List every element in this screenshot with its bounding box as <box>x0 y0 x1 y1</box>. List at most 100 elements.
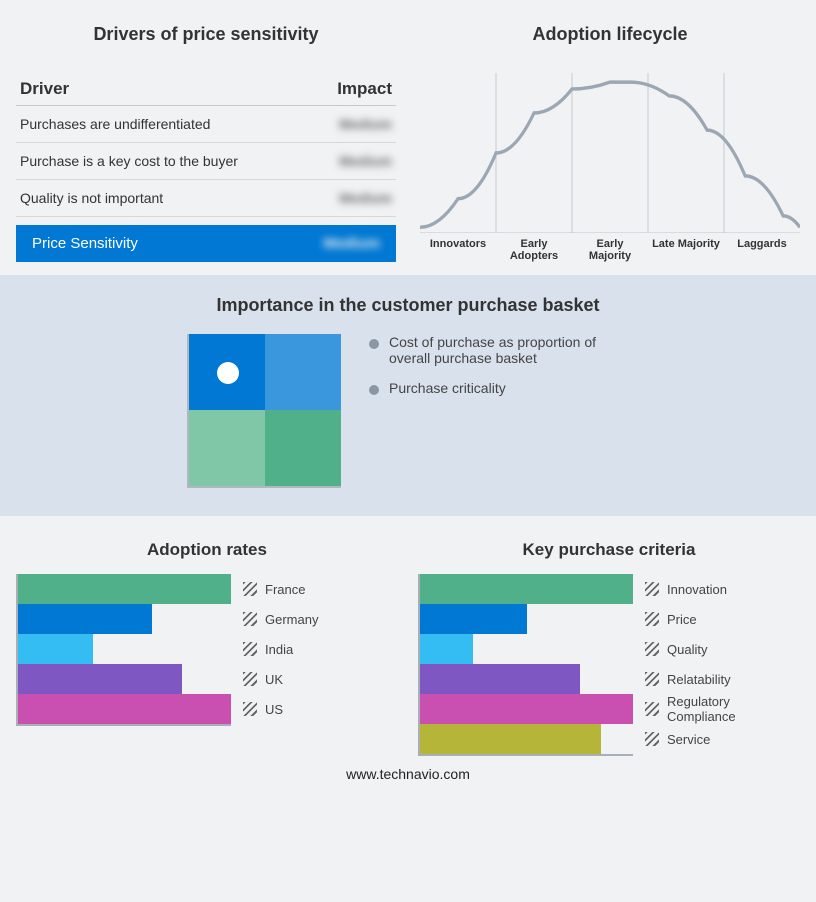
bar-legend-item: Innovation <box>645 574 800 604</box>
bar <box>420 664 580 694</box>
bullet-icon <box>369 385 379 395</box>
drivers-table: Driver Impact Purchases are undifferenti… <box>16 73 396 262</box>
lifecycle-stage-label: Early Majority <box>572 238 648 262</box>
bar-row <box>18 604 231 634</box>
hatch-icon <box>645 612 659 626</box>
basket-legend-label: Purchase criticality <box>389 380 506 396</box>
drivers-summary-row: Price Sensitivity Medium <box>16 225 396 262</box>
bar-row <box>420 664 633 694</box>
hatch-icon <box>243 702 257 716</box>
adoption-rates-panel: Adoption rates France Germany India UK US <box>16 540 398 756</box>
purchase-criteria-title: Key purchase criteria <box>418 540 800 560</box>
matrix-cell <box>189 410 265 486</box>
bar-legend-label: Service <box>667 732 710 747</box>
driver-impact: Medium <box>339 190 392 206</box>
matrix-cell <box>265 410 341 486</box>
lifecycle-stage-label: Laggards <box>724 238 800 262</box>
bar <box>420 694 633 724</box>
hatch-icon <box>645 702 659 716</box>
bar-legend-label: US <box>265 702 283 717</box>
basket-legend: Cost of purchase as proportion of overal… <box>369 334 629 410</box>
purchase-criteria-chart <box>418 574 633 756</box>
lifecycle-labels: InnovatorsEarly AdoptersEarly MajorityLa… <box>420 238 800 262</box>
hatch-icon <box>243 582 257 596</box>
adoption-rates-chart <box>16 574 231 726</box>
bar-legend-item: UK <box>243 664 398 694</box>
col-impact: Impact <box>337 79 392 99</box>
bar <box>18 664 182 694</box>
hatch-icon <box>645 732 659 746</box>
bar-legend-item: Regulatory Compliance <box>645 694 800 724</box>
bar-legend-item: Quality <box>645 634 800 664</box>
basket-legend-item: Cost of purchase as proportion of overal… <box>369 334 629 366</box>
purchase-criteria-panel: Key purchase criteria Innovation Price Qua… <box>418 540 800 756</box>
driver-row: Purchases are undifferentiated Medium <box>16 106 396 143</box>
bar-legend-label: Regulatory Compliance <box>667 694 800 724</box>
footer-link: www.technavio.com <box>0 762 816 792</box>
adoption-rates-legend: France Germany India UK US <box>243 574 398 726</box>
basket-legend-item: Purchase criticality <box>369 380 629 396</box>
hatch-icon <box>645 672 659 686</box>
bar <box>420 604 527 634</box>
bar-legend-item: India <box>243 634 398 664</box>
bar <box>18 634 93 664</box>
bar-legend-label: Innovation <box>667 582 727 597</box>
bar-row <box>420 694 633 724</box>
matrix-cell <box>265 334 341 410</box>
driver-label: Purchases are undifferentiated <box>20 116 210 132</box>
lifecycle-stage-label: Innovators <box>420 238 496 262</box>
bar-row <box>18 574 231 604</box>
bar-legend-label: Relatability <box>667 672 731 687</box>
driver-row: Purchase is a key cost to the buyer Mediu… <box>16 143 396 180</box>
lifecycle-chart: InnovatorsEarly AdoptersEarly MajorityLa… <box>420 73 800 263</box>
summary-label: Price Sensitivity <box>32 235 138 252</box>
drivers-table-header: Driver Impact <box>16 73 396 106</box>
hatch-icon <box>243 642 257 656</box>
driver-label: Quality is not important <box>20 190 163 206</box>
bar-legend-item: Price <box>645 604 800 634</box>
hatch-icon <box>645 582 659 596</box>
bar-legend-item: Service <box>645 724 800 754</box>
bar-legend-item: Germany <box>243 604 398 634</box>
bar-legend-label: France <box>265 582 305 597</box>
hatch-icon <box>645 642 659 656</box>
matrix-marker <box>217 362 239 384</box>
driver-impact: Medium <box>339 153 392 169</box>
lifecycle-stage-label: Early Adopters <box>496 238 572 262</box>
bar <box>18 694 231 724</box>
bar-legend-item: Relatability <box>645 664 800 694</box>
bar-row <box>420 634 633 664</box>
driver-impact: Medium <box>339 116 392 132</box>
basket-matrix <box>187 334 341 488</box>
drivers-panel: Drivers of price sensitivity Driver Impa… <box>16 24 396 263</box>
bar-legend-label: UK <box>265 672 283 687</box>
hatch-icon <box>243 672 257 686</box>
col-driver: Driver <box>20 79 69 99</box>
bar-row <box>420 604 633 634</box>
lifecycle-title: Adoption lifecycle <box>420 24 800 45</box>
bar-row <box>420 724 633 754</box>
bar <box>18 604 152 634</box>
basket-legend-label: Cost of purchase as proportion of overal… <box>389 334 629 366</box>
bar <box>420 634 473 664</box>
bar-legend-label: Price <box>667 612 697 627</box>
bar-legend-label: Germany <box>265 612 318 627</box>
lifecycle-panel: Adoption lifecycle InnovatorsEarly Adopt… <box>420 24 800 263</box>
adoption-rates-title: Adoption rates <box>16 540 398 560</box>
bar-legend-item: US <box>243 694 398 724</box>
bar <box>420 724 601 754</box>
hatch-icon <box>243 612 257 626</box>
drivers-title: Drivers of price sensitivity <box>16 24 396 45</box>
driver-label: Purchase is a key cost to the buyer <box>20 153 238 169</box>
bar-legend-item: France <box>243 574 398 604</box>
basket-panel: Importance in the customer purchase bask… <box>0 275 816 516</box>
driver-row: Quality is not important Medium <box>16 180 396 217</box>
lifecycle-stage-label: Late Majority <box>648 238 724 262</box>
bar-row <box>18 664 231 694</box>
bar-row <box>18 694 231 724</box>
bar-legend-label: Quality <box>667 642 707 657</box>
bullet-icon <box>369 339 379 349</box>
summary-value: Medium <box>323 235 380 252</box>
bar-row <box>18 634 231 664</box>
purchase-criteria-legend: Innovation Price Quality Relatability Regula… <box>645 574 800 756</box>
